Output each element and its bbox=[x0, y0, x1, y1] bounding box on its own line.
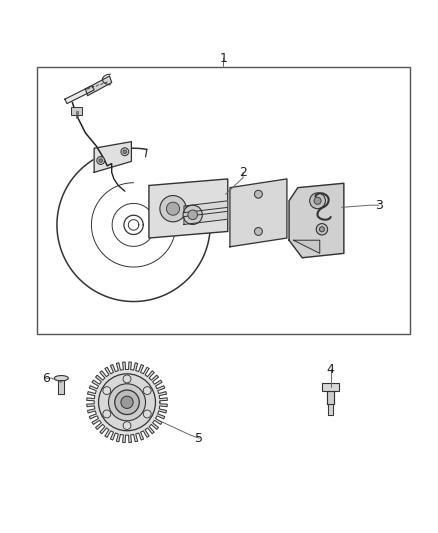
Circle shape bbox=[319, 227, 325, 232]
Circle shape bbox=[143, 410, 151, 418]
Circle shape bbox=[314, 197, 321, 204]
Circle shape bbox=[103, 410, 111, 418]
Circle shape bbox=[316, 223, 328, 235]
Text: 5: 5 bbox=[195, 432, 203, 445]
Bar bbox=[71, 107, 82, 115]
Circle shape bbox=[160, 196, 186, 222]
Polygon shape bbox=[87, 362, 167, 442]
Circle shape bbox=[183, 205, 202, 224]
Circle shape bbox=[115, 390, 139, 415]
Polygon shape bbox=[184, 211, 228, 224]
Circle shape bbox=[254, 228, 262, 236]
Polygon shape bbox=[328, 405, 333, 415]
Text: 4: 4 bbox=[327, 363, 335, 376]
Circle shape bbox=[97, 157, 105, 165]
Bar bbox=[322, 383, 339, 391]
Circle shape bbox=[121, 396, 133, 408]
Circle shape bbox=[310, 193, 325, 209]
Polygon shape bbox=[293, 240, 320, 253]
Polygon shape bbox=[149, 179, 228, 238]
Text: 3: 3 bbox=[375, 199, 383, 212]
Polygon shape bbox=[184, 201, 228, 213]
Ellipse shape bbox=[54, 376, 68, 381]
Circle shape bbox=[121, 148, 129, 156]
Text: 2: 2 bbox=[239, 166, 247, 179]
Polygon shape bbox=[94, 142, 131, 172]
Polygon shape bbox=[85, 76, 112, 96]
Circle shape bbox=[123, 422, 131, 430]
Text: 1: 1 bbox=[219, 52, 227, 65]
Circle shape bbox=[188, 210, 198, 220]
Bar bbox=[37, 67, 410, 334]
Polygon shape bbox=[65, 86, 94, 103]
Circle shape bbox=[109, 384, 145, 421]
Circle shape bbox=[123, 150, 127, 154]
Circle shape bbox=[99, 374, 155, 431]
Polygon shape bbox=[230, 179, 287, 247]
Circle shape bbox=[143, 386, 151, 394]
Circle shape bbox=[166, 202, 180, 215]
Polygon shape bbox=[58, 381, 64, 393]
Text: 6: 6 bbox=[42, 372, 50, 385]
Polygon shape bbox=[289, 183, 344, 258]
Circle shape bbox=[103, 386, 111, 394]
Circle shape bbox=[254, 190, 262, 198]
Polygon shape bbox=[327, 391, 334, 405]
Circle shape bbox=[99, 159, 102, 162]
Circle shape bbox=[123, 375, 131, 383]
